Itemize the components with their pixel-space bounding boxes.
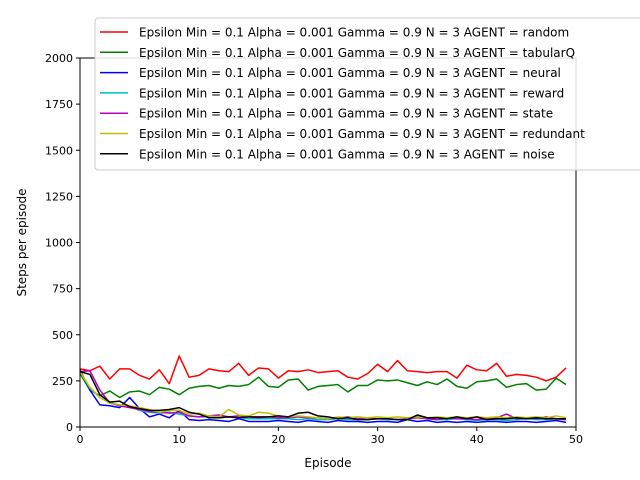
y-tick-label: 1250 <box>45 190 73 203</box>
x-tick-label: 20 <box>271 433 285 446</box>
legend-entry-label: Epsilon Min = 0.1 Alpha = 0.001 Gamma = … <box>139 127 585 141</box>
legend-box <box>94 17 640 171</box>
legend-entry-label: Epsilon Min = 0.1 Alpha = 0.001 Gamma = … <box>139 86 564 100</box>
x-axis: 0 10 20 30 40 50 <box>77 427 583 446</box>
legend-entry-label: Epsilon Min = 0.1 Alpha = 0.001 Gamma = … <box>139 46 575 60</box>
y-tick-label: 0 <box>66 421 73 434</box>
y-tick-label: 2000 <box>45 52 73 65</box>
series-line-6 <box>79 370 567 421</box>
series-line-1 <box>79 373 567 399</box>
legend: Epsilon Min = 0.1 Alpha = 0.001 Gamma = … <box>94 17 640 171</box>
series-line-2 <box>79 369 567 424</box>
series-layer <box>79 355 567 424</box>
legend-entry-label: Epsilon Min = 0.1 Alpha = 0.001 Gamma = … <box>139 26 569 40</box>
y-tick-label: 1750 <box>45 98 73 111</box>
series-line-4 <box>79 369 567 421</box>
x-tick-label: 40 <box>470 433 484 446</box>
legend-entry-label: Epsilon Min = 0.1 Alpha = 0.001 Gamma = … <box>139 66 561 80</box>
x-tick-label: 0 <box>77 433 84 446</box>
x-tick-label: 50 <box>569 433 583 446</box>
series-line-0 <box>79 355 567 385</box>
legend-entry-label: Epsilon Min = 0.1 Alpha = 0.001 Gamma = … <box>139 147 555 161</box>
y-tick-label: 250 <box>52 375 73 388</box>
x-tick-label: 30 <box>371 433 385 446</box>
x-tick-label: 10 <box>172 433 186 446</box>
legend-entry-label: Epsilon Min = 0.1 Alpha = 0.001 Gamma = … <box>139 107 553 121</box>
y-axis-label: Steps per episode <box>15 188 29 296</box>
y-tick-label: 1500 <box>45 144 73 157</box>
y-tick-label: 750 <box>52 283 73 296</box>
series-line-5 <box>79 371 567 420</box>
x-axis-label: Episode <box>304 456 351 470</box>
y-axis: 0 250 500 750 1000 1250 1500 1750 2000 <box>45 52 80 434</box>
y-tick-label: 500 <box>52 329 73 342</box>
y-tick-label: 1000 <box>45 237 73 250</box>
